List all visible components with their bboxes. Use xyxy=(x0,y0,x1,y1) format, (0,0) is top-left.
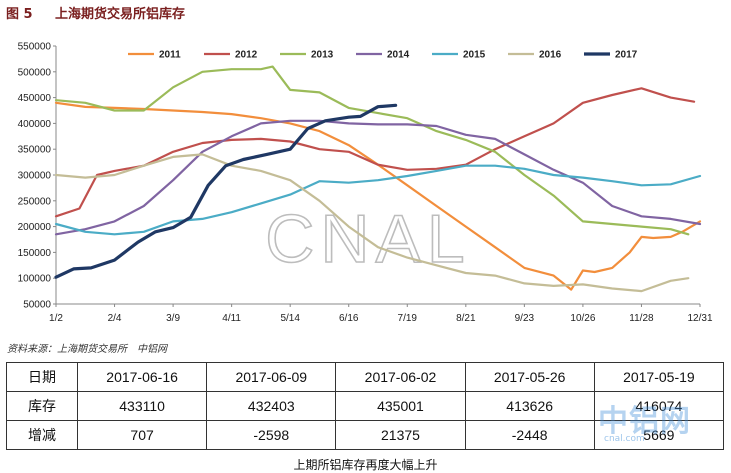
caption: 上期所铝库存再度大幅上升 xyxy=(293,458,438,472)
y-tick-label: 100000 xyxy=(18,274,52,285)
series-line-2013 xyxy=(54,65,690,236)
figure-title: 上海期货交易所铝库存 xyxy=(55,6,185,22)
series-line-2011 xyxy=(54,101,702,291)
inventory-table: 日期 2017-06-16 2017-06-09 2017-06-02 2017… xyxy=(6,362,725,450)
series-line-2016 xyxy=(54,153,690,293)
chart-series xyxy=(54,65,702,293)
x-tick-label: 1/2 xyxy=(49,313,63,324)
y-tick-label: 250000 xyxy=(18,196,52,207)
x-tick-label: 4/11 xyxy=(222,313,241,324)
y-tick-label: 400000 xyxy=(18,119,52,130)
y-tick-label: 350000 xyxy=(18,145,52,156)
table-row: 库存 433110 432403 435001 413626 416074 xyxy=(6,391,725,421)
table-cell: 5669 xyxy=(593,420,725,450)
legend-label-2012: 2012 xyxy=(235,50,258,61)
table-header-cell: 2017-06-02 xyxy=(335,362,466,392)
table-header-cell: 2017-05-26 xyxy=(464,362,595,392)
table-cell: 416074 xyxy=(593,391,725,421)
table-cell: 432403 xyxy=(206,391,337,421)
series-line-2014 xyxy=(54,119,702,236)
y-tick-label: 200000 xyxy=(18,222,52,233)
table-cell: -2448 xyxy=(464,420,595,450)
y-tick-label: 50000 xyxy=(23,300,51,311)
x-tick-label: 6/16 xyxy=(339,313,359,324)
y-tick-label: 450000 xyxy=(18,93,52,104)
legend-label-2015: 2015 xyxy=(463,50,486,61)
figure-label: 图 5 xyxy=(6,7,33,22)
legend-label-2011: 2011 xyxy=(159,50,181,61)
y-tick-label: 150000 xyxy=(18,248,52,259)
legend-label-2013: 2013 xyxy=(311,50,334,61)
legend-label-2017: 2017 xyxy=(615,50,638,61)
legend-label-2016: 2016 xyxy=(539,50,562,61)
table-cell: 413626 xyxy=(464,391,595,421)
x-tick-label: 2/4 xyxy=(108,313,122,324)
line-chart: 图 5 上海期货交易所铝库存 CNAL 55000050000045000040… xyxy=(6,6,713,325)
table-header-cell: 2017-06-09 xyxy=(206,362,337,392)
table-cell: 707 xyxy=(76,420,208,450)
table-row-label: 库存 xyxy=(6,391,78,421)
x-tick-label: 3/9 xyxy=(166,313,180,324)
legend-label-2014: 2014 xyxy=(387,50,410,61)
table-cell: 21375 xyxy=(335,420,466,450)
table-header-row: 日期 2017-06-16 2017-06-09 2017-06-02 2017… xyxy=(6,362,725,392)
table-cell: -2598 xyxy=(206,420,337,450)
x-tick-label: 8/21 xyxy=(456,313,476,324)
table-row: 增减 707 -2598 21375 -2448 5669 xyxy=(6,420,725,450)
y-tick-label: 300000 xyxy=(18,171,52,182)
table-header-cell: 2017-06-16 xyxy=(76,362,208,392)
table-cell: 433110 xyxy=(76,391,208,421)
x-tick-label: 9/23 xyxy=(515,313,535,324)
source-note: 资料来源：上海期货交易所 中铝网 xyxy=(7,344,167,355)
table-cell: 435001 xyxy=(335,391,466,421)
x-tick-label: 11/28 xyxy=(629,313,654,324)
table-header-cell: 日期 xyxy=(6,362,78,392)
series-line-2015 xyxy=(54,164,702,236)
y-tick-label: 550000 xyxy=(18,42,52,53)
x-tick-label: 12/31 xyxy=(687,313,712,324)
chart-axes: 550000 500000 450000 400000 350000 300000 2500… xyxy=(18,42,713,325)
y-tick-label: 500000 xyxy=(18,67,52,78)
table-row-label: 增减 xyxy=(6,420,78,450)
chart-legend: 2011 2012 2013 2014 2015 2016 2017 xyxy=(128,50,638,61)
x-tick-label: 7/19 xyxy=(398,313,418,324)
x-tick-label: 5/14 xyxy=(280,313,300,324)
table-header-cell: 2017-05-19 xyxy=(593,362,725,392)
series-line-2017 xyxy=(54,103,398,279)
x-tick-label: 10/26 xyxy=(570,313,595,324)
